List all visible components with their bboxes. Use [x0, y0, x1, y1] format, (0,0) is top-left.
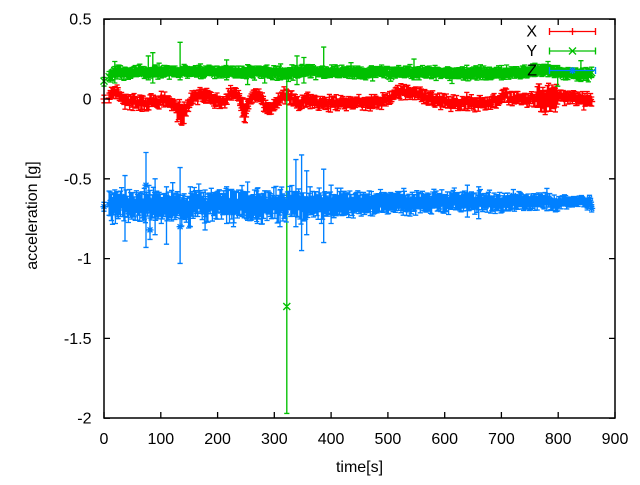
svg-text:-2: -2 [77, 411, 91, 428]
svg-text:200: 200 [204, 431, 231, 448]
svg-text:100: 100 [147, 431, 174, 448]
svg-text:0: 0 [83, 92, 92, 109]
svg-text:700: 700 [488, 431, 515, 448]
svg-text:0.5: 0.5 [69, 12, 91, 29]
svg-text:-1: -1 [77, 251, 91, 268]
svg-text:0: 0 [100, 431, 109, 448]
svg-text:300: 300 [261, 431, 288, 448]
svg-text:500: 500 [375, 431, 402, 448]
svg-text:time[s]: time[s] [336, 459, 383, 476]
svg-text:acceleration [g]: acceleration [g] [24, 161, 41, 270]
svg-text:900: 900 [602, 431, 629, 448]
svg-text:X: X [526, 24, 537, 41]
svg-text:600: 600 [431, 431, 458, 448]
svg-text:400: 400 [318, 431, 345, 448]
svg-text:Y: Y [526, 43, 537, 60]
svg-text:Z: Z [527, 63, 537, 80]
svg-text:800: 800 [545, 431, 572, 448]
svg-text:-1.5: -1.5 [64, 331, 92, 348]
svg-text:-0.5: -0.5 [64, 171, 92, 188]
